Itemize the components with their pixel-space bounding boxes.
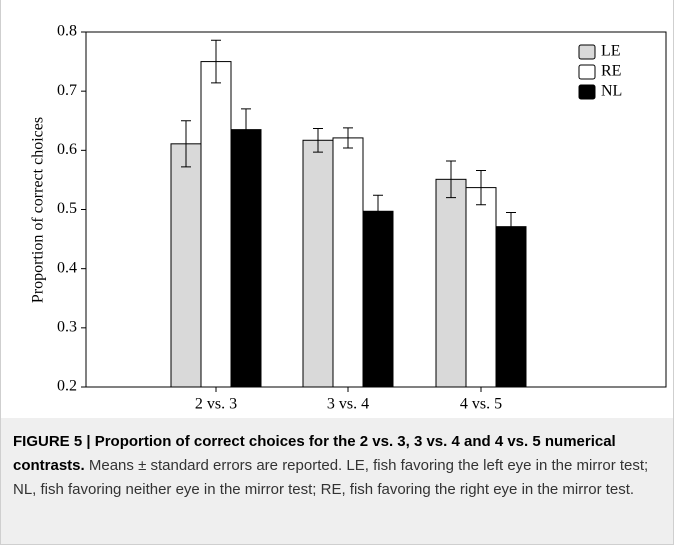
x-tick-label: 2 vs. 3 xyxy=(195,396,237,413)
error-bar xyxy=(241,108,251,151)
error-bar xyxy=(506,211,516,242)
error-bar xyxy=(373,194,383,228)
error-bar xyxy=(211,39,221,84)
legend-label: NL xyxy=(601,83,622,100)
bar xyxy=(465,187,497,388)
y-tick-label: 0.6 xyxy=(57,141,77,158)
bar xyxy=(435,178,467,388)
error-bar xyxy=(446,160,456,199)
legend-label: RE xyxy=(601,63,621,80)
chart: Proportion of correct choices 0.2 0.3 0.4 0… xyxy=(30,23,667,413)
bar xyxy=(230,129,262,388)
error-bar xyxy=(343,127,353,149)
legend-swatch xyxy=(578,64,596,80)
x-tick-label: 3 vs. 4 xyxy=(327,396,369,413)
error-bar xyxy=(476,169,486,206)
caption: FIGURE 5 | Proportion of correct choices… xyxy=(1,418,673,544)
y-tick-label: 0.7 xyxy=(57,82,77,99)
bar xyxy=(495,226,527,388)
legend-swatch xyxy=(578,44,596,60)
bar xyxy=(362,210,394,388)
y-tick-label: 0.3 xyxy=(57,319,77,336)
bar xyxy=(332,137,364,388)
caption-text: Means ± standard errors are reported. LE… xyxy=(13,457,649,498)
legend-label: LE xyxy=(601,43,621,60)
y-tick-label: 0.5 xyxy=(57,200,77,217)
y-tick-label: 0.4 xyxy=(57,259,77,276)
x-tick-label: 4 vs. 5 xyxy=(460,396,502,413)
bar xyxy=(302,139,334,388)
caption-label: FIGURE 5 | Proportion of correct choices… xyxy=(13,433,616,474)
legend-swatch xyxy=(578,84,596,100)
y-tick-label: 0.2 xyxy=(57,378,77,395)
bar xyxy=(170,143,202,388)
y-tick-label: 0.8 xyxy=(57,23,77,40)
bar xyxy=(200,61,232,388)
error-bar xyxy=(313,127,323,153)
y-axis-label: Proportion of correct choices xyxy=(30,117,47,303)
error-bar xyxy=(181,120,191,168)
